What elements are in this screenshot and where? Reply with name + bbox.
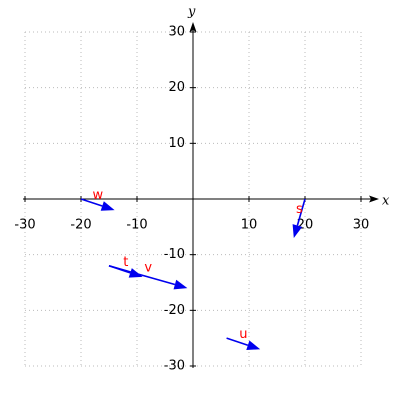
vector-label: s — [296, 202, 303, 217]
x-axis-arrow — [369, 195, 379, 203]
x-tick-label: -20 — [70, 218, 91, 233]
y-tick-label: 20 — [168, 80, 185, 95]
vector: v — [108, 260, 188, 290]
vector-head — [100, 201, 115, 211]
x-tick-label: 10 — [241, 218, 258, 233]
vector: u — [226, 327, 261, 350]
y-tick-label: -30 — [164, 359, 185, 374]
vector-shaft — [296, 198, 306, 226]
y-axis-arrow — [189, 22, 197, 32]
x-tick-label: 20 — [297, 218, 314, 233]
vector-head — [292, 224, 303, 238]
vector-shaft — [108, 265, 176, 286]
y-tick-label: -10 — [164, 247, 185, 262]
vector-shaft — [80, 198, 103, 207]
y-axis-label: y — [187, 5, 196, 20]
x-axis-label: x — [382, 194, 390, 209]
y-tick-label: 30 — [168, 25, 185, 40]
x-tick-label: -10 — [126, 218, 147, 233]
x-tick-label: 30 — [353, 218, 370, 233]
vector-label: t — [123, 255, 128, 270]
vector: s — [292, 198, 306, 238]
y-tick-label: 10 — [168, 136, 185, 151]
vector: w — [80, 188, 115, 211]
vector-label: u — [239, 327, 247, 342]
vector-head — [246, 340, 261, 350]
vector-label: v — [144, 260, 152, 275]
vector-shaft — [226, 337, 249, 346]
x-tick-label: -30 — [14, 218, 35, 233]
vector-label: w — [92, 188, 103, 203]
y-tick-label: -20 — [164, 303, 185, 318]
vector-head — [173, 279, 188, 290]
